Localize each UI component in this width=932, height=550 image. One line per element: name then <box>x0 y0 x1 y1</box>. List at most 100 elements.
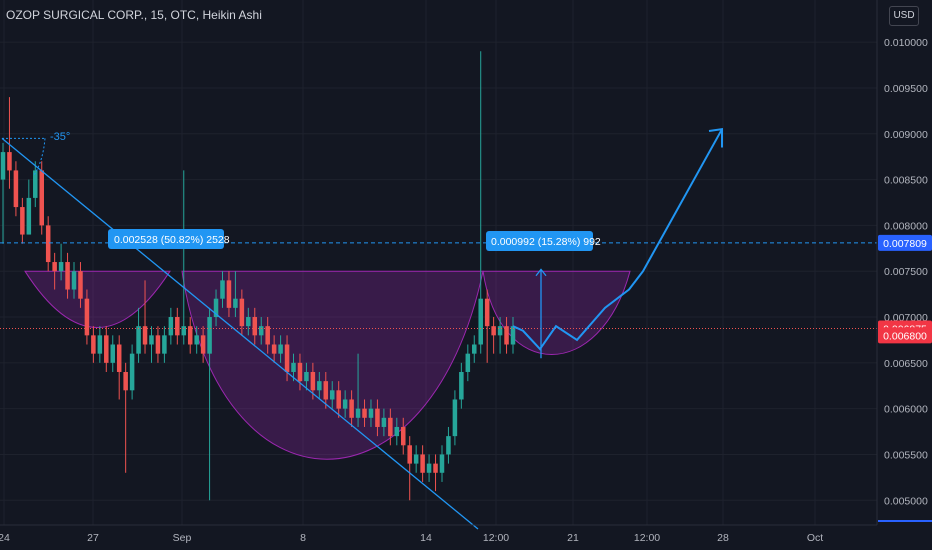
y-tick-label: 0.009500 <box>884 83 928 95</box>
y-tick-label: 0.007500 <box>884 266 928 278</box>
candle-body <box>278 344 283 354</box>
candle-body <box>465 353 471 372</box>
grid-lines <box>0 0 877 525</box>
candle-body <box>478 298 483 345</box>
candle-body <box>116 344 122 372</box>
measure-arrow-head <box>535 268 547 277</box>
candle-body <box>187 326 193 345</box>
candle-body <box>33 170 38 198</box>
candle-body <box>26 197 32 235</box>
price-tag-text: 0.006800 <box>883 330 927 342</box>
candle-body <box>271 344 277 354</box>
candle-body <box>375 408 380 427</box>
price-tag-bg <box>878 234 932 251</box>
candle-body <box>200 335 206 354</box>
candle-body <box>233 298 238 308</box>
y-tick-label: 0.008000 <box>884 220 928 232</box>
candle-body <box>291 362 296 372</box>
candle-body <box>0 152 6 180</box>
projection-arrow-head <box>708 128 723 148</box>
candle-body <box>20 207 25 235</box>
candle-body <box>97 335 103 354</box>
candle-body <box>155 335 161 354</box>
candle-body <box>252 317 258 336</box>
candle-body <box>304 371 309 382</box>
x-tick-label: 27 <box>87 532 99 544</box>
x-tick-label: 14 <box>420 532 432 544</box>
candle-body <box>433 463 438 473</box>
candle-body <box>362 408 367 418</box>
projection-path <box>512 128 723 351</box>
measure-label-1-text: 0.002528 (50.82%) 2528 <box>114 234 230 246</box>
candle-body <box>407 445 412 464</box>
candle-body <box>239 298 245 327</box>
y-tick-label: 0.006500 <box>884 358 928 370</box>
candle-body <box>194 335 199 345</box>
candle-body <box>220 280 225 299</box>
cup-and-handle-drawing[interactable] <box>24 270 631 460</box>
candle-body <box>452 399 458 437</box>
candle-body <box>207 317 212 354</box>
measure-label-2-text: 0.000992 (15.28%) 992 <box>491 236 601 248</box>
candle-body <box>181 326 187 336</box>
measure-label-2-bg <box>486 231 593 251</box>
candle-body <box>149 335 154 345</box>
y-tick-label: 0.009000 <box>884 129 928 141</box>
x-tick-label: 8 <box>300 532 306 544</box>
price-tag-bg <box>878 327 932 344</box>
x-tick-label: 24 <box>0 532 10 544</box>
x-axis-ticks: 24 27 Sep 8 14 12:00 21 12:00 28 Oct <box>0 532 823 544</box>
candle-body <box>162 335 167 354</box>
measure-label-2: 0.000992 (15.28%) 992 <box>486 231 601 251</box>
y-tick-label: 0.010000 <box>884 37 928 49</box>
candle-body <box>123 371 128 391</box>
candle-body <box>297 362 303 382</box>
candle-body <box>52 262 57 272</box>
candle-body <box>13 170 19 208</box>
candle-body <box>317 381 322 391</box>
y-tick-label: 0.005000 <box>884 495 928 507</box>
x-tick-label: 28 <box>717 532 729 544</box>
y-tick-label: 0.008500 <box>884 175 928 187</box>
candle-body <box>168 317 174 336</box>
trend-line <box>1 137 479 530</box>
candle-body <box>310 371 316 391</box>
candle-body <box>336 390 341 409</box>
candle-body <box>71 271 77 290</box>
candle-body <box>491 326 496 336</box>
candle-body <box>129 353 135 391</box>
currency-button[interactable]: USD <box>889 6 919 26</box>
candle-body <box>104 335 109 363</box>
candle-body <box>510 326 516 345</box>
candle-body <box>213 298 219 318</box>
candle-body <box>504 326 509 345</box>
x-tick-label: 12:00 <box>483 532 509 544</box>
candle-body <box>381 417 387 427</box>
measure-label-1-bg <box>108 229 224 249</box>
angle-label: -35° <box>50 131 70 143</box>
candle-body <box>439 454 445 473</box>
candle-body <box>175 317 180 336</box>
candle-body <box>226 280 232 308</box>
candle-body <box>136 326 141 354</box>
angle-arc <box>33 138 46 176</box>
candle-body <box>258 326 264 336</box>
candle-body <box>368 408 374 418</box>
candle-body <box>400 426 406 446</box>
measure-labels: 0.002528 (50.82%) 2528 0.000992 (15.28%)… <box>50 131 601 251</box>
candle-body <box>78 271 83 299</box>
candle-body <box>349 399 354 418</box>
x-tick-label: Oct <box>807 532 823 544</box>
candle-body <box>459 371 464 400</box>
x-tick-label: Sep <box>173 532 192 544</box>
candle-body <box>420 454 425 473</box>
y-axis-ticks: 0.010000 0.009500 0.009000 0.008500 0.008000… <box>884 37 928 507</box>
candle-body <box>7 152 12 171</box>
drawing-tools[interactable] <box>0 128 932 530</box>
candle-body <box>110 344 116 363</box>
measure-label-1: 0.002528 (50.82%) 2528 <box>108 229 230 249</box>
candle-body <box>388 417 393 437</box>
candle-body <box>472 344 477 354</box>
